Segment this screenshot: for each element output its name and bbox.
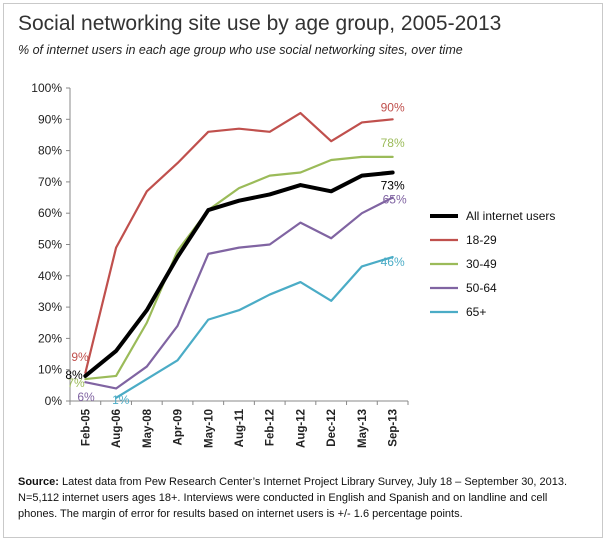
series-end-label: 78% xyxy=(381,136,405,150)
x-tick-label: Dec-12 xyxy=(326,409,338,447)
y-tick-label: 80% xyxy=(38,144,62,158)
series-end-label: 46% xyxy=(381,255,405,269)
series-line-30-49 xyxy=(84,155,394,381)
chart-subtitle: % of internet users in each age group wh… xyxy=(18,43,463,57)
chart-frame xyxy=(3,3,603,538)
y-tick-label: 30% xyxy=(38,300,62,314)
series-start-label: 8% xyxy=(65,368,83,382)
series-start-label: 9% xyxy=(71,350,89,364)
y-tick-label: 20% xyxy=(38,331,62,345)
y-tick-label: 70% xyxy=(38,175,62,189)
series-end-label: 65% xyxy=(383,193,407,207)
source-text: Latest data from Pew Research Center’s I… xyxy=(18,476,568,520)
x-tick-label: Feb-05 xyxy=(80,408,92,446)
y-tick-label: 90% xyxy=(38,112,62,126)
source-note: Source: Latest data from Pew Research Ce… xyxy=(18,474,588,522)
y-tick-label: 40% xyxy=(38,269,62,283)
line-chart: 0% 10% 20% 30% 40% 50% 60% 70% 80% 90% 100% Feb-05 A… xyxy=(31,81,555,448)
x-tick-label: May-10 xyxy=(203,409,215,448)
chart-title: Social networking site use by age group,… xyxy=(18,12,502,35)
series-line-50-64 xyxy=(84,196,394,390)
x-tick-label: Sep-13 xyxy=(388,409,400,447)
legend-label: 18-29 xyxy=(466,233,497,247)
y-tick-label: 0% xyxy=(45,394,63,408)
series-line-65- xyxy=(114,255,394,399)
x-tick-label: May-13 xyxy=(357,409,369,448)
source-label: Source: xyxy=(18,476,59,488)
legend-label: 30-49 xyxy=(466,257,497,271)
series-start-label: 7% xyxy=(67,376,85,390)
legend-label: 50-64 xyxy=(466,281,497,295)
x-tick-label: Apr-09 xyxy=(173,409,185,445)
y-tick-label: 50% xyxy=(38,238,62,252)
x-tick-label: Aug-12 xyxy=(295,409,307,448)
x-tick-label: Feb-12 xyxy=(265,409,277,446)
series-line-all-internet-users xyxy=(83,170,395,378)
legend-label: 65+ xyxy=(466,305,486,319)
series-end-label: 73% xyxy=(381,179,405,193)
x-tick-label: Aug-06 xyxy=(111,409,123,448)
y-tick-label: 100% xyxy=(31,81,62,95)
x-tick-label: Aug-11 xyxy=(234,408,246,447)
series-end-label: 90% xyxy=(381,100,405,114)
x-tick-label: May-08 xyxy=(142,408,154,448)
series-start-label: 6% xyxy=(77,390,95,404)
series-line-18-29 xyxy=(84,111,394,374)
legend-label: All internet users xyxy=(466,209,555,223)
y-tick-label: 60% xyxy=(38,206,62,220)
series-start-label: 1% xyxy=(112,393,130,407)
y-tick-label: 10% xyxy=(38,363,62,377)
